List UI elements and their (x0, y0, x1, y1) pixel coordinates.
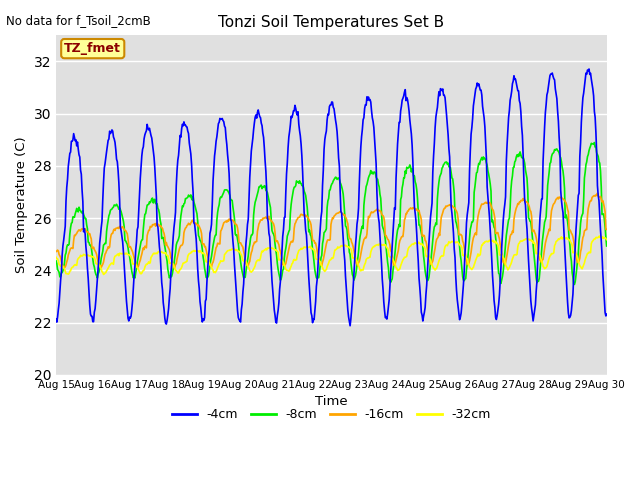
X-axis label: Time: Time (315, 395, 348, 408)
Y-axis label: Soil Temperature (C): Soil Temperature (C) (15, 137, 28, 274)
Text: TZ_fmet: TZ_fmet (64, 42, 121, 55)
Title: Tonzi Soil Temperatures Set B: Tonzi Soil Temperatures Set B (218, 15, 444, 30)
Text: No data for f_Tsoil_2cmB: No data for f_Tsoil_2cmB (6, 14, 151, 27)
Legend: -4cm, -8cm, -16cm, -32cm: -4cm, -8cm, -16cm, -32cm (166, 403, 496, 426)
